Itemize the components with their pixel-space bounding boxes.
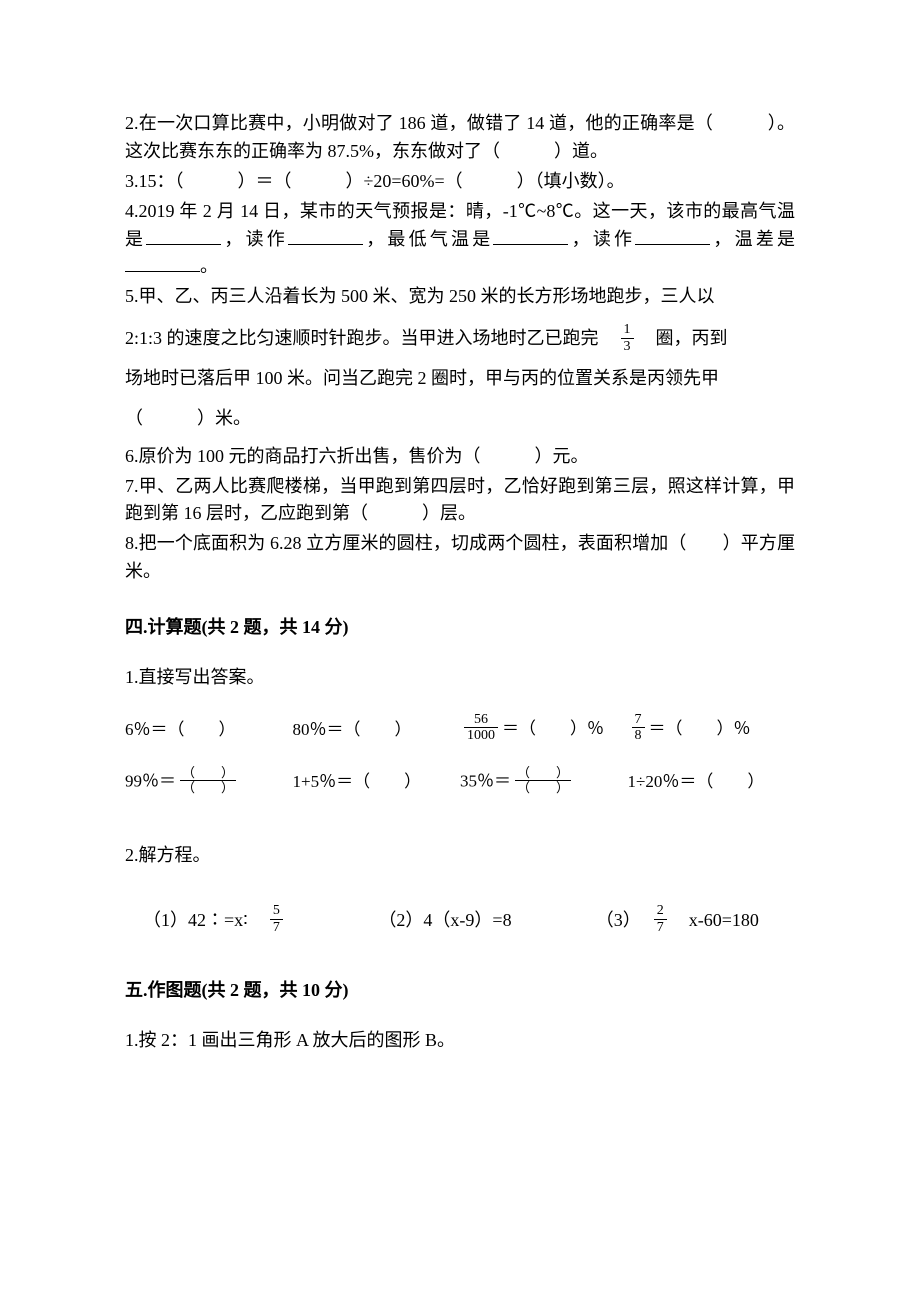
frac-num: （ ） [180, 766, 236, 781]
fraction-blank-1: （ ）（ ） [180, 766, 236, 796]
q3-text: 3.15：（ ）＝（ ）÷20=60%=（ ）（填小数）。 [125, 171, 625, 191]
calc-r1c3b: ＝（ ）％ [502, 719, 604, 738]
question-3: 3.15：（ ）＝（ ）÷20=60%=（ ）（填小数）。 [125, 168, 795, 196]
question-8: 8.把一个底面积为 6.28 立方厘米的圆柱，切成两个圆柱，表面积增加（ ）平方… [125, 530, 795, 586]
calc-r2c4: 1÷20％＝（ ） [628, 769, 796, 795]
blank-read1 [288, 227, 363, 245]
q4-read1: ，读作 [221, 229, 288, 249]
blank-diff [125, 254, 200, 272]
calc-r2c2: 1+5％＝（ ） [293, 769, 461, 795]
fraction-one-third: 13 [621, 322, 634, 354]
fraction-2-7: 27 [654, 903, 667, 935]
q7-text: 7.甲、乙两人比赛爬楼梯，当甲跑到第四层时，乙恰好跑到第三层，照这样计算，甲跑到… [125, 476, 795, 524]
q4-low: ，最低气温是 [363, 229, 493, 249]
blank-read2 [635, 227, 710, 245]
question-6: 6.原价为 100 元的商品打六折出售，售价为（ ）元。 [125, 443, 795, 471]
q8-text: 8.把一个底面积为 6.28 立方厘米的圆柱，切成两个圆柱，表面积增加（ ）平方… [125, 533, 795, 581]
question-5: 5.甲、乙、丙三人沿着长为 500 米、宽为 250 米的长方形场地跑步，三人以… [125, 283, 795, 432]
fraction-7-8: 78 [632, 712, 645, 744]
calc-r1c4t: ＝（ ）％ [649, 719, 751, 738]
blank-high-temp [146, 227, 221, 245]
calc-r2c3: 35％＝（ ）（ ） [460, 768, 628, 798]
eq-1: （1）42∶=x∶ 57 [125, 905, 378, 937]
calc-r2c3a: 35％＝ [460, 771, 511, 790]
calc-r1c2: 80％＝（ ） [293, 717, 461, 743]
frac-num: 56 [464, 712, 498, 728]
eq3-a: （3） [596, 907, 650, 935]
frac-num: 7 [632, 712, 645, 728]
frac-den: 7 [270, 920, 283, 935]
eq3-b: x-60=180 [671, 907, 759, 935]
frac-den: （ ） [180, 781, 236, 795]
q5-line2a: 2:1:3 的速度之比匀速顺时针跑步。当甲进入场地时乙已跑完 [125, 328, 617, 348]
section-4-sub1: 1.直接写出答案。 [125, 664, 795, 692]
section-4-header: 四.计算题(共 2 题，共 14 分) [125, 614, 795, 642]
question-7: 7.甲、乙两人比赛爬楼梯，当甲跑到第四层时，乙恰好跑到第三层，照这样计算，甲跑到… [125, 473, 795, 529]
calc-row-2: 99％＝（ ）（ ） 1+5％＝（ ） 35％＝（ ）（ ） 1÷20％＝（ ） [125, 768, 795, 798]
frac-num: 1 [621, 322, 634, 338]
calc-r1c3: 561000＝（ ）％ [460, 714, 628, 746]
frac-num: 2 [654, 903, 667, 919]
frac-den: 1000 [464, 728, 498, 743]
frac-num: （ ） [515, 766, 571, 781]
calc-r1c4: 78＝（ ）％ [628, 714, 796, 746]
q4-period: 。 [200, 256, 218, 276]
question-4: 4.2019 年 2 月 14 日，某市的天气预报是：晴，-1℃~8℃。这一天，… [125, 198, 795, 282]
blank-low-temp [493, 227, 568, 245]
section-5-header: 五.作图题(共 2 题，共 10 分) [125, 977, 795, 1005]
fraction-56-1000: 561000 [464, 712, 498, 744]
calc-r2c1: 99％＝（ ）（ ） [125, 768, 293, 798]
section-4-sub2: 2.解方程。 [125, 842, 795, 870]
equation-row: （1）42∶=x∶ 57 （2）4（x-9）=8 （3） 27 x-60=180 [125, 905, 795, 937]
fraction-5-7: 57 [270, 903, 283, 935]
eq1-a: （1）42∶=x∶ [143, 907, 266, 935]
eq-2: （2）4（x-9）=8 [378, 907, 595, 935]
eq-3: （3） 27 x-60=180 [596, 905, 795, 937]
q5-line4: （ ）米。 [125, 405, 795, 433]
fraction-blank-2: （ ）（ ） [515, 766, 571, 796]
frac-den: 3 [621, 339, 634, 354]
q4-diff: ，温差是 [710, 229, 795, 249]
section-5-sub1: 1.按 2：1 画出三角形 A 放大后的图形 B。 [125, 1027, 795, 1055]
question-2: 2.在一次口算比赛中，小明做对了 186 道，做错了 14 道，他的正确率是（ … [125, 110, 795, 166]
calc-r1c1: 6％＝（ ） [125, 717, 293, 743]
q5-line2b: 圈，丙到 [638, 328, 728, 348]
calc-r2c1a: 99％＝ [125, 771, 176, 790]
frac-den: 8 [632, 728, 645, 743]
frac-den: 7 [654, 920, 667, 935]
q6-text: 6.原价为 100 元的商品打六折出售，售价为（ ）元。 [125, 446, 589, 466]
q2-text: 2.在一次口算比赛中，小明做对了 186 道，做错了 14 道，他的正确率是（ … [125, 113, 795, 161]
q5-line1: 5.甲、乙、丙三人沿着长为 500 米、宽为 250 米的长方形场地跑步，三人以 [125, 283, 795, 311]
frac-num: 5 [270, 903, 283, 919]
q4-read2: ，读作 [568, 229, 635, 249]
q5-line2-wrapper: 2:1:3 的速度之比匀速顺时针跑步。当甲进入场地时乙已跑完 13 圈，丙到 [125, 319, 795, 359]
calc-row-1: 6％＝（ ） 80％＝（ ） 561000＝（ ）％ 78＝（ ）％ [125, 714, 795, 746]
frac-den: （ ） [515, 781, 571, 795]
q5-line3: 场地时已落后甲 100 米。问当乙跑完 2 圈时，甲与丙的位置关系是丙领先甲 [125, 365, 795, 393]
